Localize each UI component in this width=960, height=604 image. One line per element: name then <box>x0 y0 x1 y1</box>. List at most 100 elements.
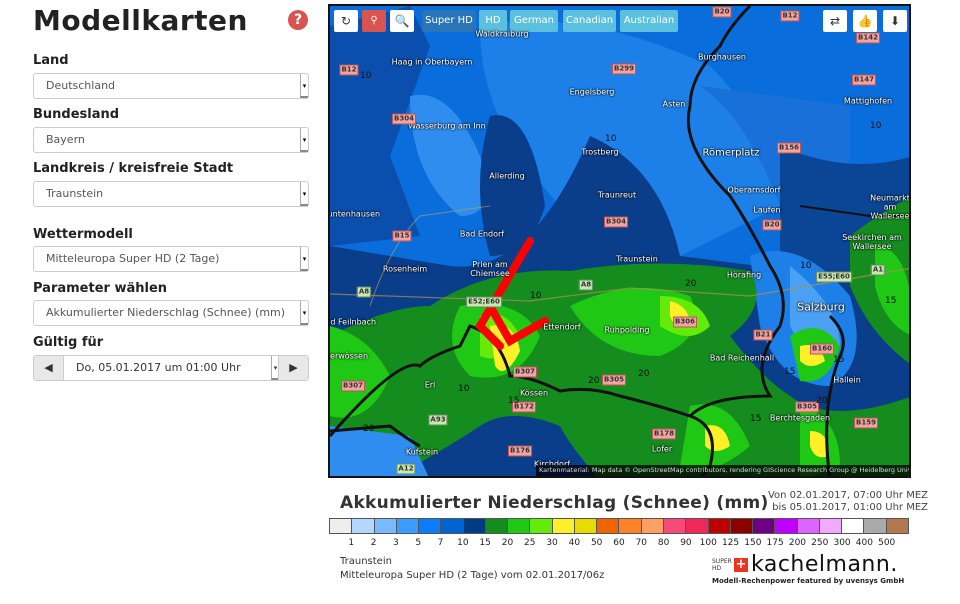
contour-label: 15 <box>750 414 762 424</box>
landkreis-select[interactable]: Traunstein ▾ <box>33 181 309 207</box>
bundesland-value: Bayern <box>46 133 85 146</box>
road-badge: B178 <box>652 428 676 440</box>
land-label: Land <box>33 53 69 68</box>
contour-label: 20 <box>588 376 600 386</box>
download-button[interactable]: ⬇ <box>883 10 907 32</box>
place-label: Bad Endorf <box>459 229 505 239</box>
footer-model: Mitteleuropa Super HD (2 Tage) vom 02.01… <box>340 570 605 581</box>
scale-tick-label: 50 <box>590 538 603 548</box>
bundesland-label: Bundesland <box>33 107 120 122</box>
place-label: Bad Feilnbach <box>330 317 377 327</box>
color-swatch <box>753 519 776 533</box>
place-label: Kirchdorf <box>533 459 571 469</box>
dropdown-arrow-icon[interactable]: ▾ <box>271 356 279 380</box>
road-badge: B156 <box>777 142 801 154</box>
road-badge: B304 <box>392 113 416 125</box>
color-swatch <box>374 519 397 533</box>
scale-tick-label: 250 <box>811 538 829 548</box>
road-badge: B12 <box>780 10 800 22</box>
red-arrow-annotation <box>474 237 534 350</box>
color-scale <box>329 518 909 534</box>
road-badge: B12 <box>339 64 359 76</box>
place-label: Haag in Oberbayern <box>391 57 473 67</box>
next-date-button[interactable]: ▶ <box>278 356 308 380</box>
color-swatch <box>441 519 464 533</box>
place-label: Hörafing <box>726 270 762 280</box>
like-button[interactable]: 👍 <box>853 10 877 32</box>
wettermodell-value: Mitteleuropa Super HD (2 Tage) <box>46 252 220 265</box>
color-swatch <box>686 519 709 533</box>
contour-label: 20 <box>816 396 828 406</box>
bundesland-select[interactable]: Bayern ▾ <box>33 127 309 153</box>
color-swatch <box>730 519 754 533</box>
model-australian-button[interactable]: Australian <box>620 10 678 32</box>
color-swatch <box>619 519 642 533</box>
share-button[interactable]: ⇄ <box>823 10 847 32</box>
dropdown-arrow-icon: ▾ <box>300 74 308 98</box>
color-swatch <box>663 519 687 533</box>
scale-tick-label: 60 <box>613 538 625 548</box>
scale-tick-label: 500 <box>878 538 896 548</box>
scale-tick-label: 175 <box>766 538 784 548</box>
road-badge: A93 <box>428 414 448 426</box>
help-icon[interactable]: ? <box>288 10 308 30</box>
color-swatch <box>797 519 820 533</box>
road-badge: E52;E60 <box>466 296 502 308</box>
wettermodell-select[interactable]: Mitteleuropa Super HD (2 Tage) ▾ <box>33 246 309 272</box>
color-swatch <box>330 519 353 533</box>
color-swatch <box>463 519 486 533</box>
road-badge: B304 <box>604 216 628 228</box>
road-badge: A8 <box>356 286 372 298</box>
scale-tick-label: 2 <box>370 538 377 548</box>
place-label: Kufstein <box>405 447 439 457</box>
landkreis-value: Traunstein <box>46 187 104 200</box>
legend-period: Von 02.01.2017, 07:00 Uhr MEZ bis 05.01.… <box>768 490 928 514</box>
dropdown-arrow-icon: ▾ <box>300 247 308 271</box>
map-attribution: Kartenmaterial: Map data © OpenStreetMap… <box>536 465 909 476</box>
zoom-button[interactable]: 🔍 <box>390 10 414 32</box>
place-label: Trostberg <box>581 147 619 157</box>
model-super-hd-button[interactable]: Super HD <box>422 10 476 32</box>
place-label: Traunreut <box>597 190 637 200</box>
weather-map[interactable]: ↻ ⚲ 🔍 Super HD HD German Canadian Austra… <box>328 4 911 478</box>
date-value[interactable]: Do, 05.01.2017 um 01:00 Uhr <box>76 361 241 374</box>
prev-date-button[interactable]: ◀ <box>34 356 64 380</box>
road-badge: A12 <box>396 463 416 475</box>
location-pin-button[interactable]: ⚲ <box>362 10 386 32</box>
contour-label: 10 <box>360 71 372 81</box>
place-label: Hallein <box>833 375 861 385</box>
place-label: Wasserburg am Inn <box>408 121 486 131</box>
dropdown-arrow-icon: ▾ <box>300 301 308 325</box>
land-select[interactable]: Deutschland ▾ <box>33 73 309 99</box>
model-german-button[interactable]: German <box>510 10 558 32</box>
wettermodell-label: Wettermodell <box>33 227 133 242</box>
place-label: Mattighofen <box>843 96 893 106</box>
model-hd-button[interactable]: HD <box>479 10 507 32</box>
place-label: Römerplatz <box>702 147 760 159</box>
scale-tick-label: 10 <box>457 538 469 548</box>
period-from: Von 02.01.2017, 07:00 Uhr MEZ <box>767 490 928 501</box>
refresh-button[interactable]: ↻ <box>334 10 358 32</box>
place-label: Lofer <box>651 444 673 454</box>
road-badge: A8 <box>578 279 594 291</box>
road-badge: B172 <box>512 401 536 413</box>
contour-label: 15 <box>885 296 897 306</box>
swiss-cross-icon: + <box>734 557 748 572</box>
place-label: Salzburg <box>797 300 845 314</box>
logo-badge: SUPER HD <box>712 558 732 572</box>
color-swatch <box>552 519 575 533</box>
color-swatch <box>396 519 420 533</box>
scale-tick-label: 15 <box>479 538 491 548</box>
model-canadian-button[interactable]: Canadian <box>563 10 616 32</box>
contour-label: 15 <box>508 396 520 406</box>
contour-label: 20 <box>638 369 650 379</box>
road-badge: E55;E60 <box>816 271 852 283</box>
contour-label: 20 <box>685 279 697 289</box>
page-title: Modellkarten <box>33 4 248 37</box>
parameter-select[interactable]: Akkumulierter Niederschlag (Schnee) (mm)… <box>33 300 309 326</box>
period-to: bis 05.01.2017, 01:00 Uhr MEZ <box>772 502 928 513</box>
road-badge: B15 <box>392 230 412 242</box>
place-label: Unterwössen <box>328 351 369 361</box>
place-label: Burghausen <box>698 52 746 62</box>
place-label: Prien am Chiemsee <box>470 260 510 278</box>
